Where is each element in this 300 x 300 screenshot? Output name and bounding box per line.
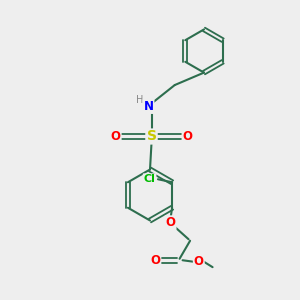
Text: O: O [110, 130, 121, 143]
Text: O: O [194, 255, 204, 268]
Text: H: H [136, 95, 144, 105]
Text: Cl: Cl [144, 174, 155, 184]
Text: S: S [146, 130, 157, 143]
Text: O: O [150, 254, 160, 267]
Text: O: O [166, 216, 176, 229]
Text: N: N [143, 100, 154, 113]
Text: O: O [182, 130, 193, 143]
